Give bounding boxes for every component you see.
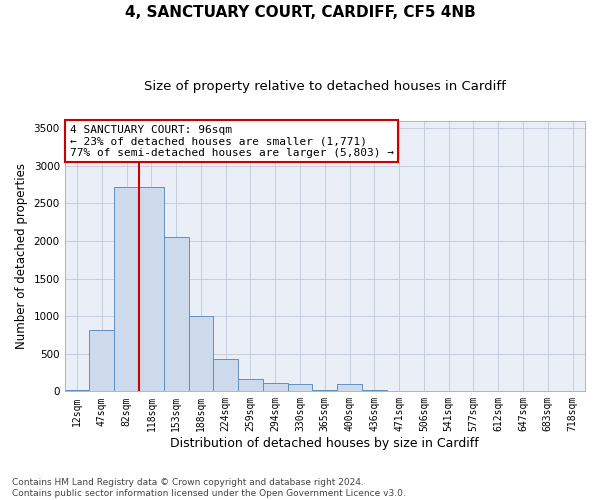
Bar: [164, 237, 188, 392]
Text: Contains HM Land Registry data © Crown copyright and database right 2024.
Contai: Contains HM Land Registry data © Crown c…: [12, 478, 406, 498]
Bar: [188, 316, 214, 392]
Bar: [89, 330, 114, 392]
Bar: [214, 359, 238, 392]
Bar: [263, 383, 287, 392]
X-axis label: Distribution of detached houses by size in Cardiff: Distribution of detached houses by size …: [170, 437, 479, 450]
Text: 4, SANCTUARY COURT, CARDIFF, CF5 4NB: 4, SANCTUARY COURT, CARDIFF, CF5 4NB: [125, 5, 475, 20]
Title: Size of property relative to detached houses in Cardiff: Size of property relative to detached ho…: [144, 80, 506, 93]
Text: 4 SANCTUARY COURT: 96sqm
← 23% of detached houses are smaller (1,771)
77% of sem: 4 SANCTUARY COURT: 96sqm ← 23% of detach…: [70, 124, 394, 158]
Bar: [65, 390, 89, 392]
Y-axis label: Number of detached properties: Number of detached properties: [15, 163, 28, 349]
Bar: [337, 384, 362, 392]
Bar: [114, 186, 139, 392]
Bar: [238, 378, 263, 392]
Bar: [287, 384, 313, 392]
Bar: [139, 186, 164, 392]
Bar: [313, 390, 337, 392]
Bar: [362, 390, 387, 392]
